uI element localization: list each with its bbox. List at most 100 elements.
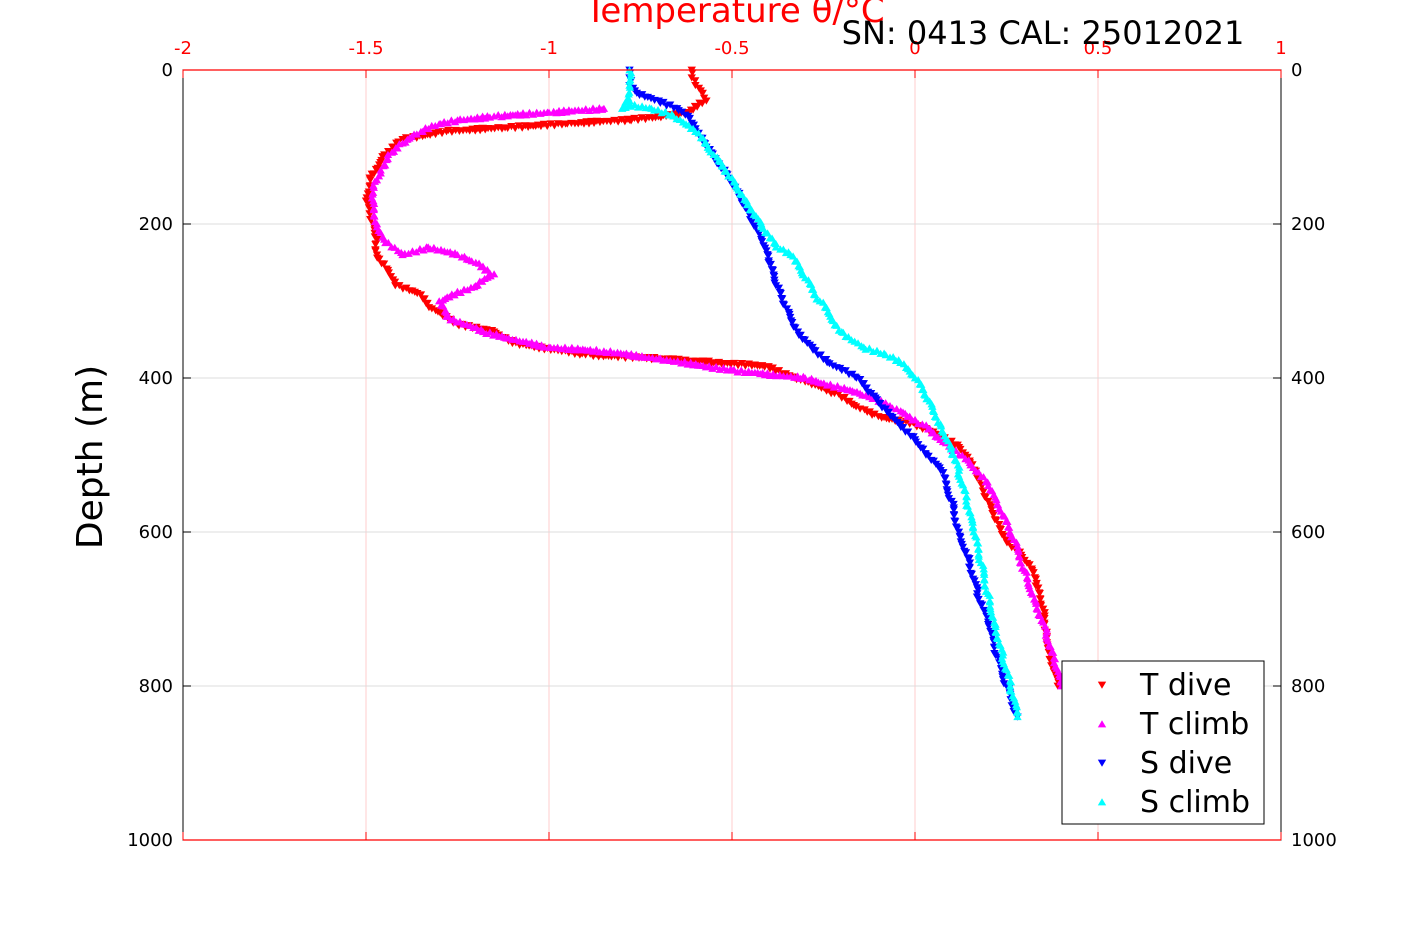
trail-mark-t-climb [369,211,379,219]
trail-mark-t-climb [387,243,396,251]
trail-mark-s-climb [974,544,983,552]
data-point-t-climb [383,150,393,159]
trail-mark-s-climb [987,611,997,620]
trail-mark-s-climb [930,412,940,421]
y-tick-label-left: 200 [139,214,173,235]
trail-mark-t-climb [374,226,383,234]
trail-mark-s-climb [749,210,758,218]
y-axis-label: Depth (m) [70,365,111,549]
trail-mark-t-climb [1005,528,1015,536]
y-tick-label-left: 0 [162,60,173,81]
trail-mark-s-climb [960,486,969,494]
x-tick-label: -2 [174,38,192,59]
trail-mark-s-climb [950,456,960,464]
trail-mark-s-dive [787,319,797,327]
trail-mark-s-dive [965,564,974,572]
data-point-t-climb [994,505,1004,513]
legend-marker-s-dive [1097,759,1107,767]
trail-mark-t-climb [981,478,990,486]
trail-mark-s-climb [745,205,755,214]
trail-mark-s-dive [747,218,757,226]
data-point-t-climb [442,312,451,320]
trail-mark-t-dive [367,170,376,178]
y-tick-label-right: 0 [1291,60,1302,81]
trail-mark-t-climb [415,245,425,253]
trail-mark-t-climb [1034,611,1043,619]
legend-marker-s-climb [1097,798,1107,806]
trail-mark-s-dive [769,273,779,281]
trail-mark-t-climb [1032,604,1041,612]
data-point-t-dive [994,520,1004,529]
trail-mark-s-dive [689,121,699,129]
trail-mark-t-dive [834,390,843,398]
trail-mark-s-dive [779,301,789,309]
trail-mark-t-dive [507,123,516,131]
trail-mark-s-climb [962,492,971,500]
trail-mark-s-climb [962,501,971,509]
trail-mark-s-dive [764,252,773,260]
trail-mark-t-climb [1030,595,1039,603]
x-tick-label: 0 [909,38,920,59]
data-point-s-climb [1013,713,1022,721]
trail-mark-s-dive [751,223,761,231]
trail-mark-s-dive [774,284,784,292]
trail-mark-s-climb [1005,686,1015,694]
trail-mark-s-dive [875,400,885,408]
trail-mark-t-climb [564,345,573,354]
trail-mark-s-climb [1013,707,1022,715]
trail-mark-s-climb [618,103,628,111]
trail-mark-s-climb [964,507,974,515]
trail-mark-t-dive [388,143,397,151]
trail-mark-t-climb [998,511,1007,519]
trail-mark-t-climb [440,307,450,315]
trail-mark-t-dive [1029,569,1038,577]
trail-mark-t-dive [384,269,393,277]
trail-mark-t-climb [393,144,402,152]
trail-mark-s-climb [713,153,722,161]
trail-mark-s-climb [740,195,749,203]
trail-mark-s-climb [834,326,844,334]
trail-mark-t-climb [923,425,933,433]
trail-mark-s-climb [1000,664,1010,672]
trail-mark-s-climb [992,634,1002,642]
trail-mark-t-dive [768,364,777,372]
data-point-t-dive [702,97,711,105]
trail-mark-s-dive [685,114,694,123]
trail-mark-s-climb [971,532,980,540]
data-point-s-climb [625,100,634,109]
trail-mark-t-climb [976,472,986,480]
y-tick-label-left: 1000 [127,830,173,851]
trail-mark-t-climb [1004,523,1013,531]
trail-mark-s-climb [922,395,931,403]
trail-mark-s-dive [918,445,928,453]
trail-mark-s-climb [736,190,745,198]
trail-mark-t-climb [989,490,999,499]
trail-mark-s-climb [696,134,706,142]
trail-mark-s-climb [625,88,634,96]
trail-mark-s-dive [977,601,987,609]
trail-mark-t-climb [380,161,390,169]
trail-mark-s-dive [974,595,983,604]
trail-mark-s-climb [915,380,925,388]
trail-mark-s-dive [950,518,960,526]
trail-mark-s-dive [924,452,933,460]
trail-mark-s-climb [1008,692,1017,700]
trail-mark-t-climb [418,127,427,135]
trail-mark-t-climb [927,429,936,437]
trail-mark-s-dive [841,367,850,375]
trail-mark-s-dive [941,475,950,483]
trail-mark-t-climb [740,368,750,376]
trail-mark-s-climb [623,94,633,102]
trail-mark-s-climb [920,390,929,398]
trail-mark-s-climb [968,522,978,530]
trail-mark-s-dive [903,428,913,436]
legend-label-s-climb: S climb [1140,785,1250,820]
trail-mark-s-dive [777,295,787,303]
legend-label-s-dive: S dive [1140,746,1232,781]
trail-mark-s-climb [985,597,995,605]
trail-mark-t-dive [1035,590,1044,598]
trail-mark-t-climb [986,485,995,493]
trail-mark-t-dive [514,122,524,130]
trail-mark-s-climb [947,450,957,458]
trail-mark-s-dive [949,506,959,514]
